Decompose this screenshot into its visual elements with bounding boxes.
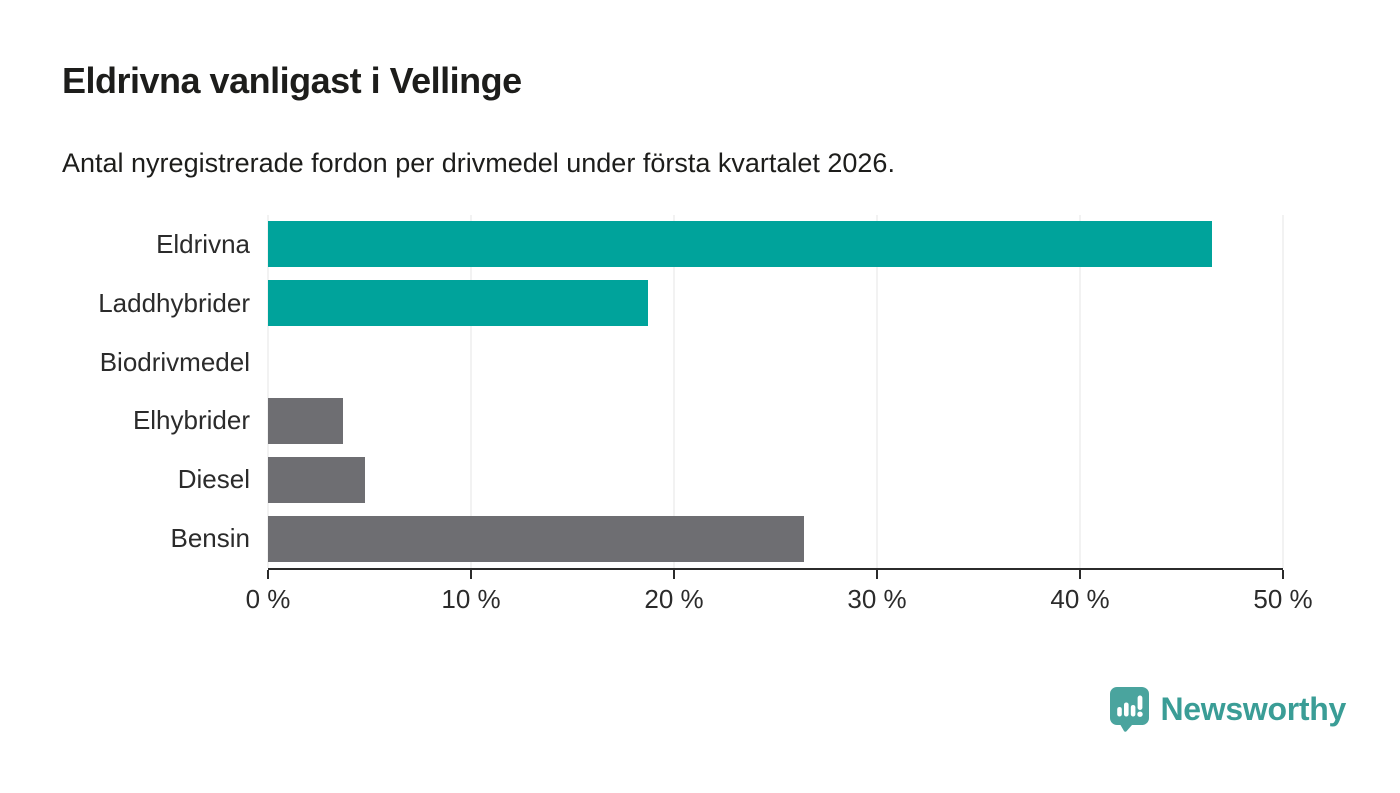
gridline (267, 215, 269, 568)
x-axis-tick (1282, 570, 1284, 579)
x-axis-tick-label: 20 % (644, 584, 704, 614)
x-axis-tick (267, 570, 269, 579)
gridline (876, 215, 878, 568)
bar-row (268, 274, 1283, 333)
gridline (1079, 215, 1081, 568)
x-axis-tick (673, 570, 675, 579)
x-axis-tick (470, 570, 472, 579)
newsworthy-speech-bubble-chart-icon (1109, 687, 1149, 732)
bar-row (268, 391, 1283, 450)
brand-name: Newsworthy (1160, 690, 1347, 727)
x-axis-tick-label: 40 % (1050, 584, 1110, 614)
x-axis-tick (876, 570, 878, 579)
category-labels: Eldrivna Laddhybrider Biodrivmedel Elhybrid… (0, 215, 250, 568)
x-axis-tick (1079, 570, 1081, 579)
bar (268, 456, 366, 503)
bar-row (268, 333, 1283, 392)
category-label: Laddhybrider (98, 287, 250, 318)
x-axis-tick-label: 50 % (1253, 584, 1313, 614)
x-axis-tick-label: 30 % (847, 584, 907, 614)
x-axis-tick-label: 10 % (441, 584, 501, 614)
page-title: Eldrivna vanligast i Vellinge (62, 60, 522, 101)
gridline (1282, 215, 1284, 568)
category-label: Biodrivmedel (99, 346, 250, 377)
category-label: Elhybrider (132, 405, 250, 436)
bar-row (268, 509, 1283, 568)
category-label: Diesel (177, 464, 250, 495)
bar (268, 221, 1212, 268)
bar-row (268, 450, 1283, 509)
x-axis: 0 % 10 % 20 % 30 % 40 % 50 % (246, 568, 1313, 628)
category-label: Eldrivna (156, 228, 250, 259)
x-axis-tick-label: 0 % (245, 584, 291, 614)
bars (268, 215, 1283, 568)
page-subtitle: Antal nyregistrerade fordon per drivmede… (62, 148, 895, 178)
bar-row (268, 215, 1283, 274)
gridline (470, 215, 472, 568)
bar (268, 280, 648, 327)
bar (268, 515, 804, 562)
bar (268, 397, 344, 444)
newsworthy-branding: Newsworthy (1109, 686, 1347, 732)
gridline (673, 215, 675, 568)
plot-area (267, 215, 1284, 570)
category-label: Bensin (170, 523, 251, 554)
bar-chart: Eldrivna Laddhybrider Biodrivmedel Elhybrid… (0, 215, 1340, 635)
